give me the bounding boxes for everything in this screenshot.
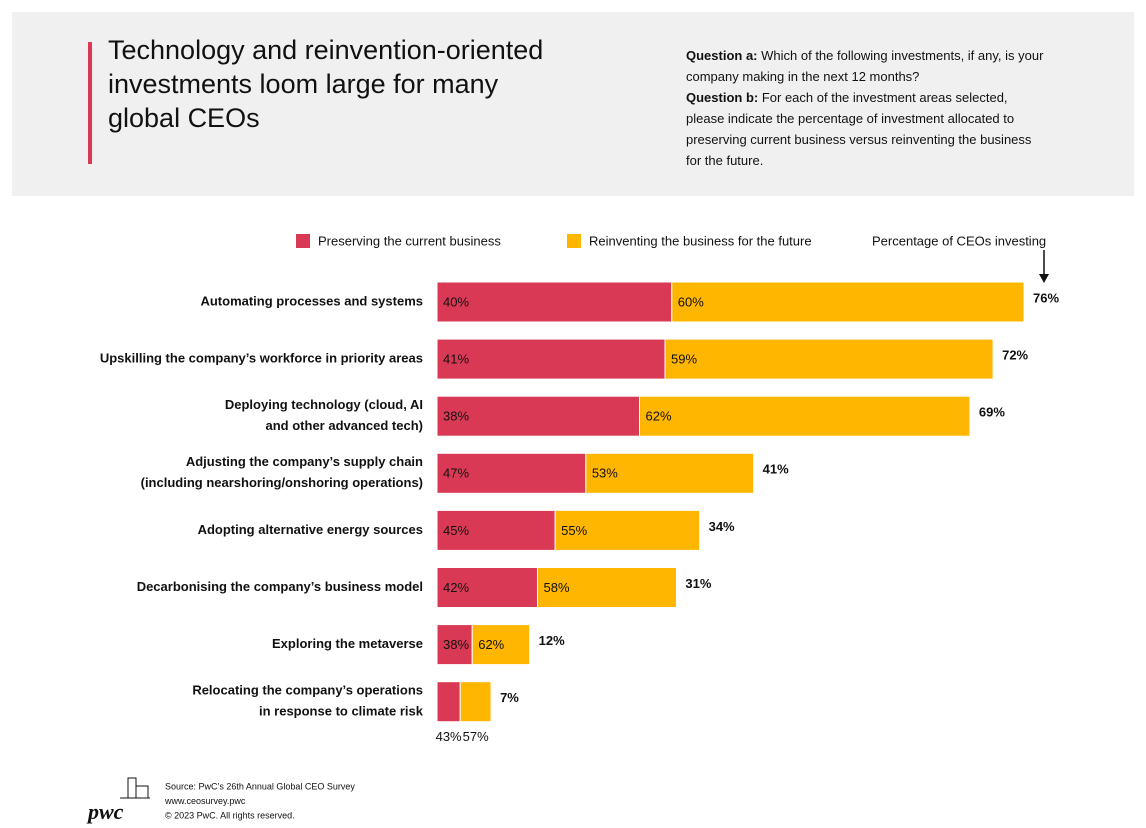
bar-segment	[436, 452, 587, 494]
question-line: please indicate the percentage of invest…	[686, 111, 1014, 126]
value-label: 58%	[544, 580, 570, 595]
category-label: Relocating the company’s operations	[192, 683, 423, 698]
value-label: 60%	[678, 294, 704, 309]
footer-line: Source: PwC’s 26th Annual Global CEO Sur…	[165, 781, 355, 791]
legend-label: Reinventing the business for the future	[589, 233, 812, 248]
value-label: 62%	[478, 637, 504, 652]
category-label: Adopting alternative energy sources	[198, 522, 423, 537]
total-label: 76%	[1033, 290, 1059, 305]
legend-swatch	[296, 234, 310, 248]
value-label: 38%	[443, 637, 469, 652]
bar-segment	[436, 567, 539, 608]
value-label: 55%	[561, 523, 587, 538]
header-background	[12, 12, 1134, 196]
question-text: for the future.	[686, 153, 763, 168]
value-label: 43%	[436, 729, 462, 744]
question-line: company making in the next 12 months?	[686, 69, 919, 84]
question-label: Question b:	[686, 90, 758, 105]
footer-line: © 2023 PwC. All rights reserved.	[165, 810, 295, 820]
total-label: 41%	[763, 462, 789, 477]
bar-segment	[537, 567, 677, 608]
chart-title: Technology and reinvention-oriented	[108, 35, 543, 65]
chart-title: global CEOs	[108, 103, 260, 133]
question-line: For each of the investment areas selecte…	[762, 90, 1008, 105]
category-label: Exploring the metaverse	[272, 636, 423, 651]
value-label: 59%	[671, 352, 697, 367]
header-accent	[88, 42, 92, 164]
logo: pwc	[86, 799, 124, 824]
question-text: company making in the next 12 months?	[686, 69, 919, 84]
total-label: 31%	[685, 576, 711, 591]
category-label: Deploying technology (cloud, AI	[225, 397, 423, 412]
bar-segment	[664, 338, 994, 380]
category-label: Decarbonising the company’s business mod…	[137, 579, 423, 594]
total-label: 72%	[1002, 348, 1028, 363]
value-label: 41%	[443, 352, 469, 367]
bar-segment	[671, 281, 1025, 323]
total-label: 7%	[500, 690, 519, 705]
bar-segment	[471, 624, 531, 666]
bar-segment	[436, 338, 666, 380]
category-label: Adjusting the company’s supply chain	[186, 454, 423, 469]
category-label: (including nearshoring/onshoring operati…	[141, 475, 423, 490]
bar-segment	[639, 395, 971, 437]
question-line: preserving current business versus reinv…	[686, 132, 1032, 147]
question-text: please indicate the percentage of invest…	[686, 111, 1014, 126]
legend-swatch	[567, 234, 581, 248]
value-label: 40%	[443, 294, 469, 309]
question-label: Question a:	[686, 48, 758, 63]
category-label: Automating processes and systems	[200, 293, 423, 308]
footer-line: www.ceosurvey.pwc	[164, 796, 246, 806]
legend-label: Percentage of CEOs investing	[872, 233, 1046, 248]
bar-segment	[436, 281, 673, 323]
value-label: 42%	[443, 580, 469, 595]
question-text: Question a: Which of the following inves…	[686, 48, 1044, 63]
arrow-head	[1039, 274, 1049, 283]
question-line: for the future.	[686, 153, 763, 168]
total-label: 34%	[709, 519, 735, 534]
value-label: 62%	[646, 409, 672, 424]
legend-label: Preserving the current business	[318, 233, 501, 248]
value-label: 45%	[443, 523, 469, 538]
category-label: and other advanced tech)	[266, 418, 423, 433]
question-text: Question b: For each of the investment a…	[686, 90, 1008, 105]
category-label: in response to climate risk	[259, 704, 424, 719]
value-label: 53%	[592, 466, 618, 481]
chart-title: investments loom large for many	[108, 69, 499, 99]
bar-segment	[436, 681, 461, 723]
total-label: 69%	[979, 405, 1005, 420]
value-label: 47%	[443, 466, 469, 481]
bar-segment	[554, 509, 701, 551]
logo-icon	[120, 777, 150, 799]
total-label: 12%	[539, 633, 565, 648]
category-label: Upskilling the company’s workforce in pr…	[100, 351, 423, 366]
bar-segment	[585, 452, 755, 494]
value-label: 38%	[443, 409, 469, 424]
bar-segment	[459, 681, 492, 723]
question-text: preserving current business versus reinv…	[686, 132, 1032, 147]
value-label: 57%	[463, 729, 489, 744]
bar-segment	[436, 395, 641, 437]
question-line: Which of the following investments, if a…	[761, 48, 1044, 63]
